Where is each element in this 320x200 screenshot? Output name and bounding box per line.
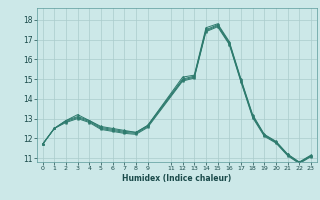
X-axis label: Humidex (Indice chaleur): Humidex (Indice chaleur) bbox=[122, 174, 231, 183]
